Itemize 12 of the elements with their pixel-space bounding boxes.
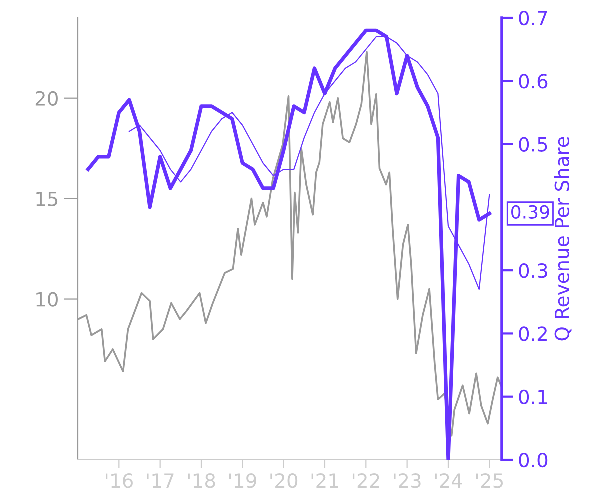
y2-tick-label: 0.7: [519, 10, 548, 26]
y2-tick-label: 0.6: [519, 74, 548, 89]
y-tick-label: 20: [36, 91, 58, 106]
y2-axis-title: Q Revenue Per Share: [554, 137, 572, 341]
y2-tick-label: 0.0: [519, 452, 548, 468]
y2-tick-label: 0.3: [519, 264, 548, 278]
y-tick-label: 10: [36, 292, 58, 307]
y-tick-label: 15: [36, 192, 58, 206]
y2-tick-label: 0.2: [519, 326, 547, 342]
y2-tick-label: 0.5: [519, 137, 548, 152]
data-label: 0.39: [512, 205, 550, 219]
y2-tick-label: 0.1: [519, 390, 548, 405]
